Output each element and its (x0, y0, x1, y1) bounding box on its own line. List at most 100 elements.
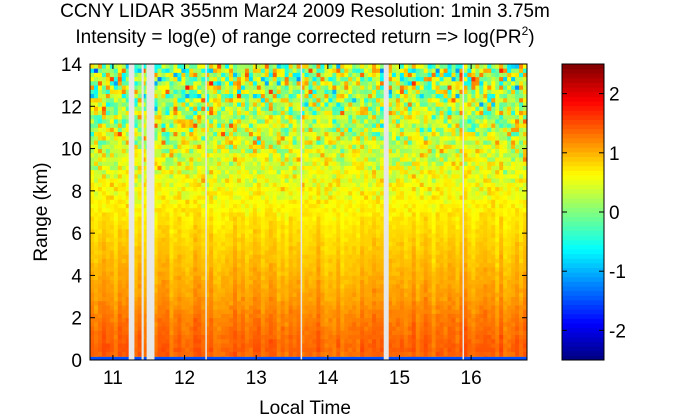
heatmap-cell (125, 237, 131, 242)
heatmap-cell (276, 271, 282, 276)
heatmap-cell (280, 190, 286, 196)
heatmap-cell (447, 279, 452, 285)
heatmap-cell (280, 317, 286, 323)
heatmap-cell (264, 216, 270, 221)
heatmap-cell (399, 199, 405, 204)
heatmap-cell (101, 169, 107, 175)
heatmap-cell (443, 173, 448, 179)
heatmap-cell (141, 195, 147, 200)
heatmap-cell (483, 250, 488, 255)
heatmap-cell (340, 258, 345, 264)
heatmap-cell (332, 250, 337, 255)
heatmap-cell (264, 330, 270, 336)
heatmap-cell (372, 343, 377, 348)
heatmap-cell (165, 224, 170, 230)
heatmap-cell (479, 216, 484, 221)
heatmap-cell (391, 288, 397, 293)
heatmap-cell (272, 351, 278, 357)
heatmap-cell (217, 228, 222, 234)
heatmap-cell (431, 186, 437, 192)
heatmap-cell (105, 254, 111, 259)
heatmap-cell (113, 279, 119, 285)
heatmap-cell (356, 292, 361, 297)
heatmap-cell (121, 296, 127, 302)
heatmap-cell (308, 241, 313, 247)
heatmap-cell (507, 313, 512, 319)
heatmap-cell (161, 279, 166, 285)
heatmap-cell (229, 241, 234, 247)
heatmap-cell (256, 233, 262, 238)
heatmap-cell (455, 309, 460, 314)
heatmap-cell (507, 233, 512, 238)
heatmap-cell (101, 228, 107, 234)
heatmap-cell (280, 178, 286, 183)
heatmap-cell (499, 241, 504, 247)
heatmap-cell (479, 190, 484, 196)
heatmap-cell (459, 292, 464, 297)
heatmap-cell (225, 178, 230, 183)
heatmap-cell (403, 233, 409, 238)
heatmap-cell (308, 203, 313, 209)
heatmap-cell (165, 296, 170, 302)
heatmap-cell (233, 224, 238, 230)
heatmap-cell (229, 195, 234, 200)
heatmap-cell (288, 169, 294, 175)
heatmap-cell (479, 228, 484, 234)
heatmap-cell (316, 250, 321, 255)
heatmap-cell (248, 317, 254, 323)
heatmap-cell (411, 190, 417, 196)
heatmap-cell (511, 216, 516, 221)
heatmap-cell (427, 250, 433, 255)
heatmap-cell (90, 343, 95, 348)
heatmap-cell (332, 321, 337, 327)
heatmap-cell (101, 182, 107, 188)
heatmap-cell (352, 228, 357, 234)
heatmap-cell (411, 245, 417, 251)
heatmap-cell (133, 178, 139, 183)
heatmap-cell (499, 347, 504, 352)
heatmap-cell (272, 237, 278, 242)
heatmap-cell (201, 254, 206, 259)
heatmap-cell (427, 233, 433, 238)
heatmap-cell (304, 199, 309, 204)
heatmap-cell (137, 228, 143, 234)
heatmap-cell (312, 275, 317, 281)
heatmap-cell (423, 212, 429, 217)
heatmap-cell (451, 279, 456, 285)
heatmap-cell (240, 228, 246, 234)
heatmap-cell (121, 275, 127, 281)
heatmap-cell (376, 207, 381, 213)
heatmap-cell (519, 203, 524, 209)
heatmap-cell (93, 309, 99, 314)
heatmap-cell (217, 245, 222, 251)
heatmap-cell (248, 343, 254, 348)
heatmap-cell (280, 262, 286, 268)
heatmap-cell (117, 250, 123, 255)
heatmap-cell (133, 241, 139, 247)
heatmap-cell (304, 207, 309, 213)
heatmap-cell (268, 233, 274, 238)
heatmap-cell (316, 279, 321, 285)
heatmap-cell (368, 199, 373, 204)
heatmap-cell (487, 178, 492, 183)
heatmap-cell (495, 178, 500, 183)
heatmap-cell (523, 207, 527, 213)
heatmap-cell (487, 271, 492, 276)
heatmap-cell (169, 216, 174, 221)
heatmap-cell (364, 292, 369, 297)
heatmap-cell (284, 212, 290, 217)
heatmap-cell (443, 334, 448, 340)
heatmap-cell (268, 220, 274, 226)
heatmap-cell (451, 195, 456, 200)
heatmap-cell (467, 347, 472, 352)
heatmap-cell (117, 271, 123, 276)
heatmap-cell (399, 182, 405, 188)
heatmap-cell (205, 173, 210, 179)
heatmap-cell (109, 250, 115, 255)
heatmap-cell (348, 338, 353, 344)
heatmap-cell (217, 288, 222, 293)
heatmap-cell (189, 250, 194, 255)
heatmap-cell (292, 262, 297, 268)
heatmap-cell (324, 254, 329, 259)
heatmap-cell (201, 343, 206, 348)
